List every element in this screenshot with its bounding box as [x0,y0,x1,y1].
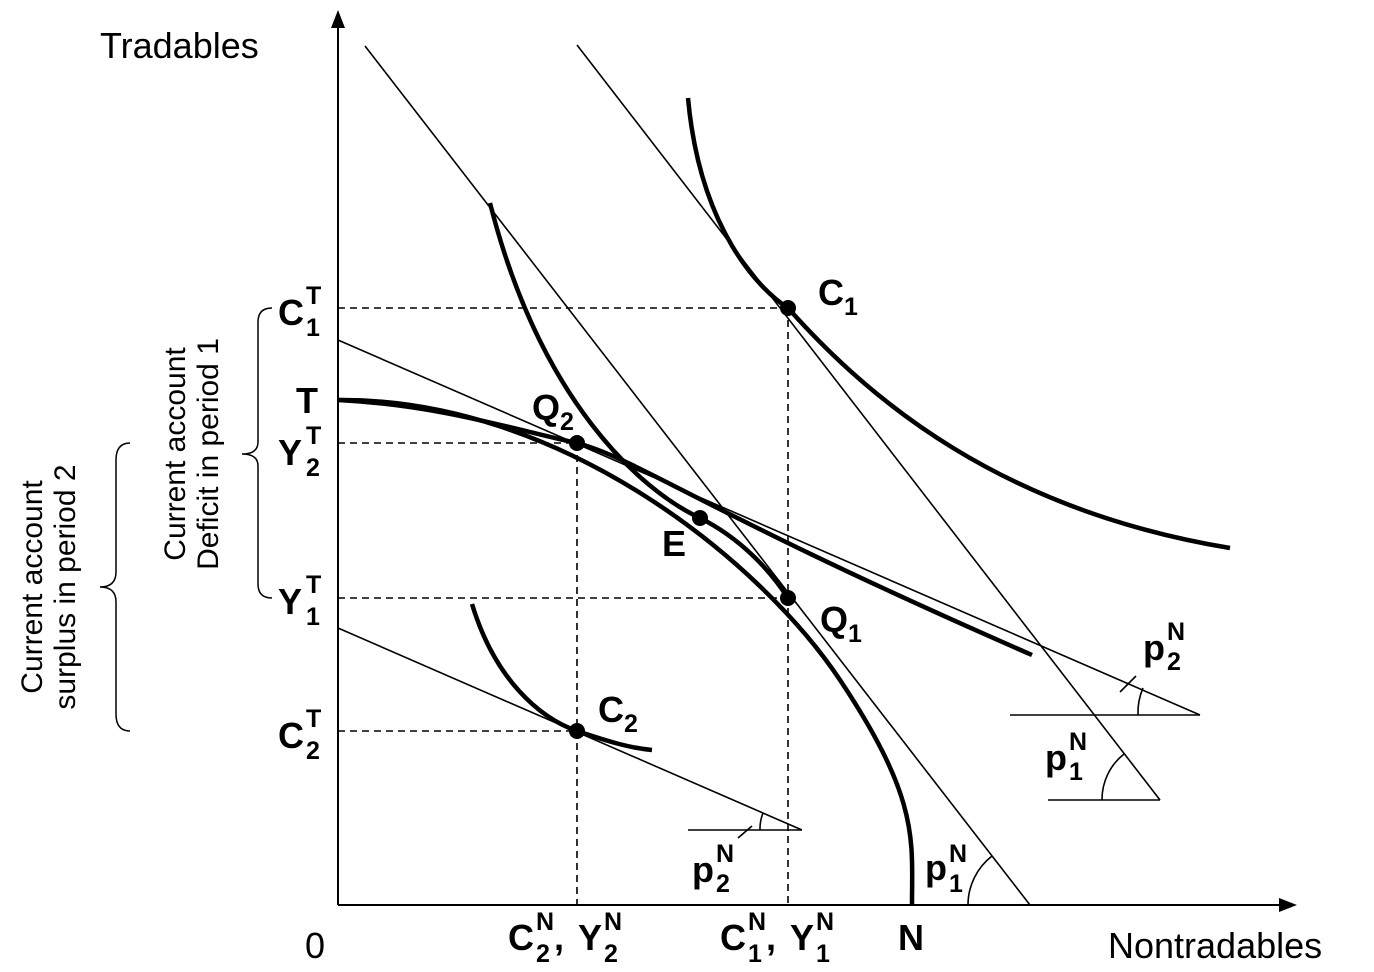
ppf-curve-Q2-Q1 [337,397,1033,658]
price-markers [688,675,1200,906]
label-C2: C2 [598,689,638,738]
indifference-curve-C1 [685,97,1231,551]
label-C1: C1 [818,272,858,321]
ytick-C1T: C T 1 [278,271,331,342]
point-Q2 [569,435,585,451]
indifference-curve-through-E [487,202,790,600]
ytick-C2T: C T 2 [278,694,331,765]
y-axis-arrow [331,10,345,28]
label-Q2: Q2 [532,387,574,436]
x-axis-title: Nontradables [1108,925,1322,966]
xtick-period1: C N 1 , Y N 1 [720,897,844,970]
price-line-period1-upper [576,44,1161,801]
point-C1 [780,300,796,316]
x-axis-arrow [1279,898,1297,912]
ytick-Y1T: Y T 1 [278,560,331,631]
points [569,300,796,739]
label-p2-right: p N 2 [1143,607,1195,676]
xtick-N: N [898,917,924,958]
label-p2-small: p N 2 [692,829,744,898]
p2-small-arc [759,812,764,831]
point-Q1 [780,590,796,606]
brace-deficit-period1 [241,307,273,599]
label-E: E [662,523,686,564]
xtick-period2: C N 2 , Y N 2 [508,897,632,970]
ppf-curve-T-N [337,397,915,906]
ca-deficit-line2: Deficit in period 1 [192,338,225,570]
curves [337,97,1231,906]
p1-right-arc [1101,753,1125,801]
ca-surplus-line1: Current account [16,480,49,694]
origin-label: 0 [305,925,325,966]
p2-small-leader [737,825,753,839]
p2-right-leader [1119,675,1137,693]
brace-surplus-period2 [99,442,131,732]
ca-deficit-line1: Current account [159,347,192,561]
ytick-T: T [296,380,318,421]
point-C2 [569,723,585,739]
ca-surplus-line2: surplus in period 2 [49,464,82,709]
label-p1-right: p N 1 [1045,717,1097,786]
price-line-period1-origin [364,45,1031,906]
price-line-period2-upper [337,339,1201,716]
y-axis-title: Tradables [100,25,259,66]
axes [331,10,1297,912]
indifference-curve-C2 [469,603,653,753]
point-E [692,510,708,526]
label-Q1: Q1 [820,599,862,648]
p2-right-arc [1137,687,1144,716]
ytick-Y2T: Y T 2 [278,411,331,482]
label-p1-axis: p N 1 [925,829,977,898]
p1-axis-arc [967,855,993,906]
guide-lines [338,307,789,905]
